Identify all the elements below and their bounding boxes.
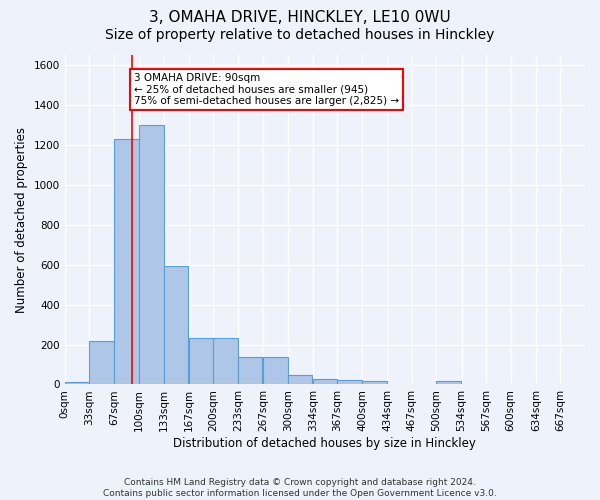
Text: 3, OMAHA DRIVE, HINCKLEY, LE10 0WU: 3, OMAHA DRIVE, HINCKLEY, LE10 0WU [149, 10, 451, 25]
Bar [115, 139, 139, 384]
Bar [189, 338, 214, 384]
Bar [436, 382, 461, 384]
Bar [214, 338, 238, 384]
Bar [89, 340, 114, 384]
Bar [362, 382, 386, 384]
Bar [65, 382, 89, 384]
Text: 3 OMAHA DRIVE: 90sqm
← 25% of detached houses are smaller (945)
75% of semi-deta: 3 OMAHA DRIVE: 90sqm ← 25% of detached h… [134, 73, 399, 106]
Bar [337, 380, 362, 384]
Text: Contains HM Land Registry data © Crown copyright and database right 2024.
Contai: Contains HM Land Registry data © Crown c… [103, 478, 497, 498]
Bar [139, 125, 164, 384]
Bar [238, 356, 262, 384]
X-axis label: Distribution of detached houses by size in Hinckley: Distribution of detached houses by size … [173, 437, 476, 450]
Y-axis label: Number of detached properties: Number of detached properties [15, 126, 28, 312]
Bar [313, 380, 337, 384]
Bar [287, 375, 312, 384]
Text: Size of property relative to detached houses in Hinckley: Size of property relative to detached ho… [106, 28, 494, 42]
Bar [263, 356, 287, 384]
Bar [164, 266, 188, 384]
